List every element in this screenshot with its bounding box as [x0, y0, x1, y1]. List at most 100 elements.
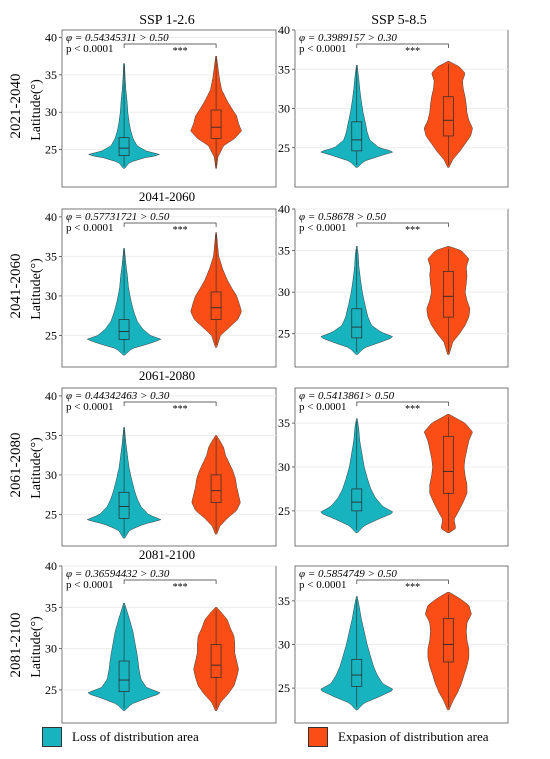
- y-tick-label: 40: [45, 389, 57, 403]
- panel-2021-2040-SSP1-26: 25 30 35 40 φ = 0.54345311 > 0.50p < 0.0001 *…: [45, 29, 277, 188]
- box-iqr: [443, 435, 454, 494]
- legend-loss: Loss of distribution area: [42, 727, 199, 747]
- box-iqr: [210, 291, 222, 320]
- significance-bracket: [123, 401, 217, 406]
- box-iqr: [118, 137, 130, 156]
- y-tick-label: 35: [278, 594, 290, 608]
- p-value-text: p < 0.0001: [299, 222, 346, 234]
- y-tick-label: 30: [45, 289, 57, 303]
- significance-marker: ***: [173, 225, 188, 236]
- y-tick-label: 40: [278, 202, 290, 216]
- y-tick-label: 40: [45, 210, 57, 224]
- significance-marker: ***: [173, 582, 188, 593]
- row-label-2061-2080: 2061-2080: [8, 433, 24, 498]
- significance-bracket: [356, 401, 449, 406]
- col-title-ssp126: SSP 1-2.6: [139, 13, 195, 28]
- significance-bracket: [123, 43, 217, 48]
- y-tick-label: 25: [45, 507, 57, 521]
- box-iqr: [443, 96, 454, 137]
- y-tick-label: 30: [278, 102, 290, 116]
- ylabel-row1: Latitude(°): [29, 79, 44, 141]
- violin-expansion: [423, 61, 473, 168]
- y-tick-label: 35: [45, 249, 57, 263]
- panel-2021-2040-SSP5-85: 25 30 35 40 φ = 0.3989157 > 0.30p < 0.0001 **…: [278, 23, 509, 188]
- significance-bracket: [123, 222, 217, 227]
- significance-marker: ***: [405, 582, 420, 593]
- box-iqr: [351, 121, 363, 152]
- panel-2061-2080-SSP5-85: 25 30 35 φ = 0.5413861> 0.50p < 0.0001 ***: [278, 387, 509, 547]
- significance-marker: ***: [173, 404, 188, 415]
- significance-bracket: [356, 43, 449, 48]
- p-value-text: p < 0.0001: [299, 43, 346, 55]
- col-title-ssp585: SSP 5-8.5: [371, 13, 427, 28]
- y-tick-label: 25: [45, 328, 57, 342]
- p-value-text: p < 0.0001: [66, 401, 113, 413]
- y-tick-label: 40: [278, 23, 290, 37]
- period-title-2081-2100: 2081-2100: [139, 547, 195, 562]
- p-value-text: p < 0.0001: [66, 43, 113, 55]
- phi-text: φ = 0.5413861> 0.50: [299, 390, 395, 402]
- y-tick-label: 30: [45, 105, 57, 119]
- box-iqr: [443, 617, 454, 663]
- significance-marker: ***: [173, 46, 188, 57]
- box-iqr: [210, 644, 222, 678]
- y-tick-label: 30: [278, 460, 290, 474]
- p-value-text: p < 0.0001: [299, 579, 346, 591]
- y-tick-label: 30: [45, 642, 57, 656]
- violin-expansion: [425, 591, 472, 711]
- legend-loss-label: Loss of distribution area: [72, 729, 199, 744]
- y-tick-label: 25: [278, 681, 290, 695]
- box-iqr: [351, 658, 363, 687]
- phi-text: φ = 0.44342463 > 0.30: [66, 390, 170, 402]
- significance-bracket: [123, 579, 217, 584]
- y-tick-label: 25: [45, 683, 57, 697]
- y-tick-label: 25: [278, 327, 290, 341]
- panel-2061-2080-SSP1-26: 25 30 35 40 φ = 0.44342463 > 0.30p < 0.0001 *…: [45, 387, 277, 547]
- violin-expansion: [193, 607, 239, 711]
- period-title-2061-2080: 2061-2080: [139, 368, 195, 383]
- row-label-2081-2100: 2081-2100: [8, 613, 24, 678]
- significance-marker: ***: [405, 225, 420, 236]
- y-tick-label: 35: [45, 428, 57, 442]
- significance-bracket: [356, 579, 449, 584]
- row-label-2041-2060: 2041-2060: [8, 254, 24, 319]
- y-tick-label: 35: [278, 416, 290, 430]
- y-tick-label: 35: [278, 62, 290, 76]
- box-iqr: [118, 319, 130, 340]
- phi-text: φ = 0.3989157 > 0.30: [299, 32, 397, 44]
- y-tick-label: 30: [45, 468, 57, 482]
- violin-expansion: [191, 435, 241, 535]
- legend-expansion-swatch: [308, 727, 328, 747]
- legend-expansion-label: Expasion of distribution area: [338, 729, 489, 744]
- phi-text: φ = 0.57731721 > 0.50: [66, 211, 170, 223]
- ylabel-row4: Latitude(°): [29, 616, 44, 678]
- legend-loss-swatch: [42, 727, 62, 747]
- violin-expansion: [426, 246, 471, 355]
- significance-bracket: [356, 222, 449, 227]
- y-tick-label: 25: [45, 143, 57, 157]
- y-tick-label: 40: [45, 559, 57, 573]
- phi-text: φ = 0.36594432 > 0.30: [66, 568, 170, 580]
- y-tick-label: 35: [278, 244, 290, 258]
- panel-frame: [61, 29, 277, 188]
- significance-marker: ***: [405, 404, 420, 415]
- p-value-text: p < 0.0001: [66, 579, 113, 591]
- y-tick-label: 30: [278, 285, 290, 299]
- box-iqr: [351, 488, 363, 512]
- box-iqr: [210, 474, 222, 503]
- violin-expansion: [190, 55, 242, 169]
- box-iqr: [443, 271, 454, 318]
- panel-2041-2060-SSP5-85: 25 30 35 40 φ = 0.58678 > 0.50p < 0.0001 ***: [278, 202, 509, 368]
- y-tick-label: 25: [278, 141, 290, 155]
- significance-marker: ***: [405, 46, 420, 57]
- y-tick-label: 35: [45, 600, 57, 614]
- box-iqr: [210, 109, 222, 139]
- ylabel-row3: Latitude(°): [29, 437, 44, 499]
- p-value-text: p < 0.0001: [66, 222, 113, 234]
- phi-text: φ = 0.5854749 > 0.50: [299, 568, 397, 580]
- box-iqr: [351, 308, 363, 339]
- phi-text: φ = 0.58678 > 0.50: [299, 211, 386, 223]
- y-tick-label: 35: [45, 68, 57, 82]
